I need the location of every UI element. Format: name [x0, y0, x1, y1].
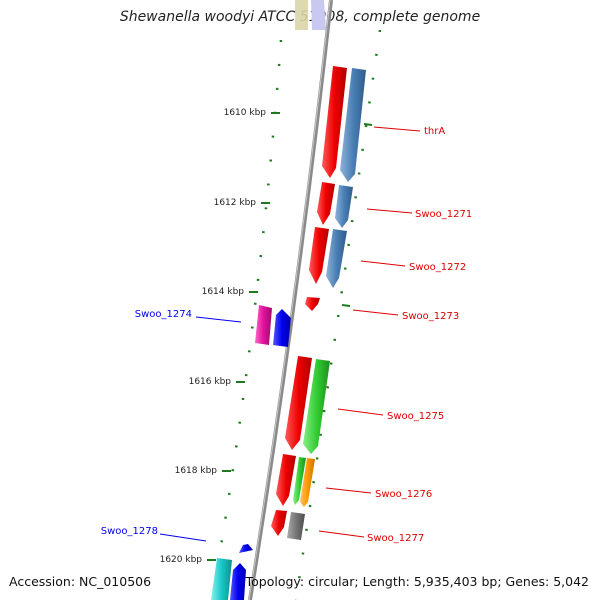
gene-labels: thrA Swoo_1271 Swoo_1272 Swoo_1273 Swoo_…: [101, 126, 472, 544]
tick-label: 1618 kbp: [175, 466, 218, 476]
gene-swoo1276-green: [293, 457, 306, 505]
outer-ring-ticks: [341, 123, 373, 307]
gene-swoo1271-red: [317, 182, 335, 225]
gene-swoo1272-red: [309, 227, 329, 284]
gene-label[interactable]: Swoo_1276: [375, 489, 432, 500]
tick-label: 1620 kbp: [160, 555, 203, 565]
tick-label: 1610 kbp: [224, 108, 267, 118]
genome-backbone: [248, 0, 333, 600]
tick-label: 1612 kbp: [214, 198, 257, 208]
gene-label[interactable]: Swoo_1275: [387, 411, 444, 422]
label-leaders: [159, 126, 421, 542]
gene-swoo1273-red: [305, 297, 320, 311]
faded-gene-top-left: [295, 0, 308, 30]
gene-swoo1277-gray: [287, 512, 305, 540]
gene-swoo1277-red: [271, 510, 287, 536]
topology-text: Topology: circular; Length: 5,935,403 bp…: [245, 574, 589, 589]
genome-backbone-highlight: [248, 0, 331, 600]
gene-label[interactable]: Swoo_1277: [367, 533, 424, 544]
gene-swoo1275-red: [285, 356, 312, 450]
faded-gene-top-right: [311, 0, 326, 30]
gene-thrA-red: [322, 66, 347, 178]
tick-label: 1616 kbp: [189, 377, 232, 387]
gene-swoo1276-red: [276, 454, 296, 506]
forward-strand-genes: [211, 305, 291, 600]
accession-text: Accession: NC_010506: [9, 574, 152, 589]
gene-label[interactable]: Swoo_1272: [409, 262, 466, 273]
kbp-ticks: 1610 kbp 1612 kbp 1614 kbp 1616 kbp 1618…: [160, 108, 280, 565]
gene-swoo1274-blue: [273, 309, 291, 347]
gene-swoo1272-blue: [326, 229, 347, 288]
gene-cyan-bottom: [211, 558, 232, 600]
gene-label[interactable]: Swoo_1274: [135, 309, 192, 320]
gene-label[interactable]: thrA: [424, 126, 445, 137]
reverse-strand-genes: [271, 66, 366, 540]
gene-swoo1271-blue: [335, 185, 353, 228]
gene-label[interactable]: Swoo_1273: [402, 311, 459, 322]
tick-label: 1614 kbp: [202, 287, 245, 297]
gene-blue-bottom: [230, 563, 246, 600]
gene-thrA-blue: [340, 68, 366, 182]
gene-swoo1274-magenta: [255, 305, 272, 345]
gene-label[interactable]: Swoo_1278: [101, 526, 158, 537]
gene-label[interactable]: Swoo_1271: [415, 209, 472, 220]
gene-swoo1276-orange: [300, 458, 315, 507]
gene-swoo1278-blue: [239, 544, 253, 553]
gene-swoo1275-green: [303, 359, 330, 454]
